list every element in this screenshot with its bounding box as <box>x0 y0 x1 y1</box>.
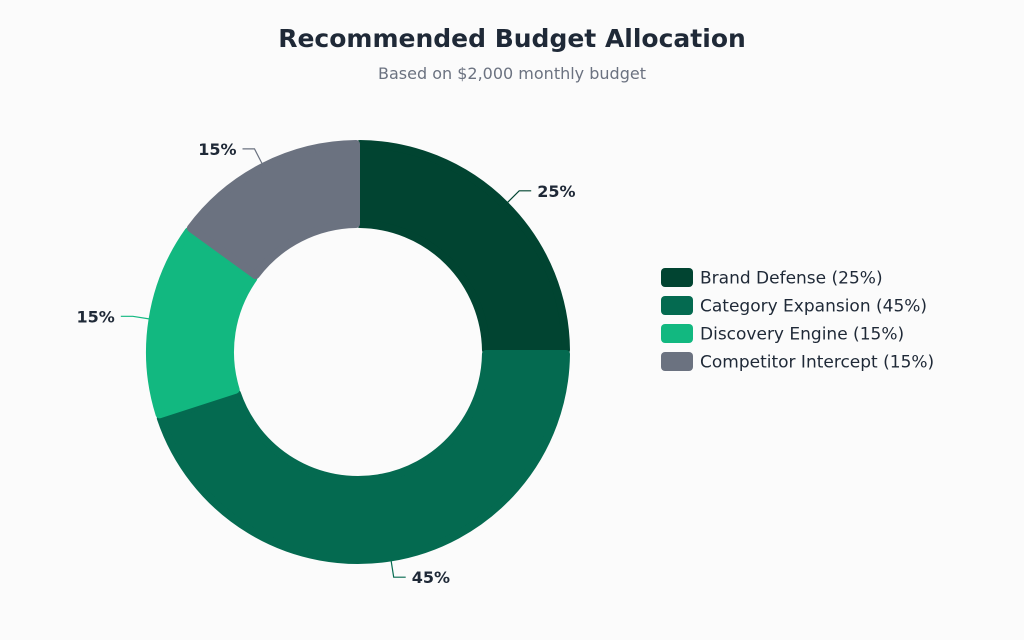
slice-label-discovery-engine: 15% <box>77 307 115 326</box>
slice-label-competitor-intercept: 15% <box>198 140 236 159</box>
legend-swatch-competitor-intercept <box>661 352 693 371</box>
leader-line-competitor-intercept <box>242 148 264 166</box>
leader-line-discovery-engine <box>120 315 151 320</box>
slice-discovery-engine <box>146 227 258 419</box>
slice-label-category-expansion: 45% <box>412 568 450 587</box>
legend-label-category-expansion: Category Expansion (45%) <box>700 297 927 317</box>
legend-label-brand-defense: Brand Defense (25%) <box>700 269 883 289</box>
legend-label-competitor-intercept: Competitor Intercept (15%) <box>700 353 934 373</box>
legend-swatch-category-expansion <box>661 296 693 315</box>
slice-brand-defense <box>356 140 570 354</box>
legend-swatch-brand-defense <box>661 268 693 287</box>
legend-label-discovery-engine: Discovery Engine (15%) <box>700 325 904 345</box>
slice-label-brand-defense: 25% <box>537 182 575 201</box>
chart-legend: Brand Defense (25%) Category Expansion (4… <box>661 268 934 373</box>
slice-competitor-intercept <box>186 140 360 280</box>
legend-swatch-discovery-engine <box>661 324 693 343</box>
slice-category-expansion <box>156 350 570 564</box>
donut-slices <box>146 140 570 564</box>
slice-labels: 25% 45% 15% 15% <box>77 140 576 587</box>
leader-line-brand-defense <box>506 190 532 204</box>
leader-line-category-expansion <box>390 559 406 578</box>
chart-subtitle: Based on $2,000 monthly budget <box>378 64 646 83</box>
chart-title: Recommended Budget Allocation <box>278 24 746 53</box>
